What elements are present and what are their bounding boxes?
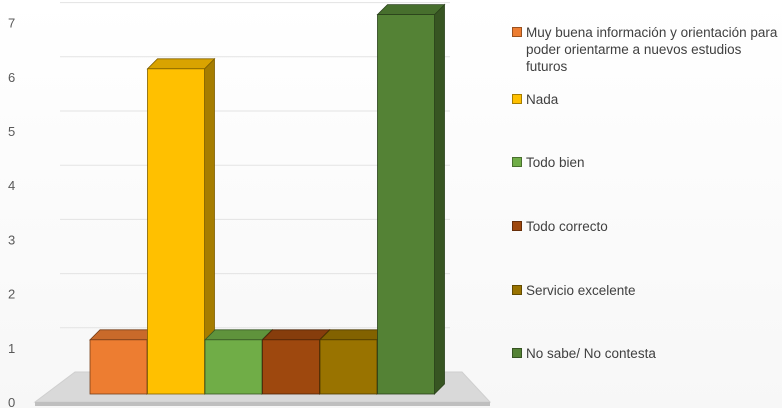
legend-item-todo-bien: Todo bien: [512, 154, 780, 171]
bar-top: [319, 329, 388, 341]
legend-item-nada: Nada: [512, 91, 780, 108]
bar: [89, 328, 158, 395]
legend-item-no-sabe: No sabe/ No contesta: [512, 345, 780, 362]
legend-swatch-servicio-excelente: [512, 285, 522, 295]
legend-swatch-nada: [512, 94, 522, 104]
legend-label-muy-buena: Muy buena información y orientación para…: [526, 25, 778, 74]
bar-top: [204, 329, 273, 341]
bar-top: [261, 329, 331, 341]
y-tick-label: 3: [8, 232, 15, 247]
legend-swatch-todo-correcto: [512, 221, 522, 231]
legend-swatch-todo-bien: [512, 157, 522, 167]
bar-front: [89, 339, 148, 395]
chart-floor-edge: [35, 402, 490, 406]
legend-item-muy-buena: Muy buena información y orientación para…: [512, 24, 780, 75]
legend-item-todo-correcto: Todo correcto: [512, 218, 780, 235]
bar: [204, 328, 273, 395]
y-tick-label: 1: [8, 341, 15, 356]
y-tick-label: 5: [8, 124, 15, 139]
bar: [376, 3, 446, 395]
legend-swatch-no-sabe: [512, 348, 522, 358]
bar: [146, 57, 216, 395]
legend-label-todo-correcto: Todo correcto: [526, 219, 608, 234]
y-tick-label: 0: [8, 395, 15, 408]
legend-swatch-muy-buena: [512, 27, 522, 37]
bar-top: [376, 4, 446, 16]
bar-front: [377, 14, 435, 395]
y-tick-label: 2: [8, 287, 15, 302]
legend-label-todo-bien: Todo bien: [526, 155, 585, 170]
bar-front: [204, 339, 263, 395]
legend-label-no-sabe: No sabe/ No contesta: [526, 346, 656, 361]
bar-front: [319, 339, 378, 395]
bar: [319, 328, 388, 395]
bar-top: [146, 58, 216, 70]
y-tick-label: 4: [8, 178, 15, 193]
y-tick-label: 7: [8, 16, 15, 31]
legend-label-servicio-excelente: Servicio excelente: [526, 283, 636, 298]
y-tick-label: 6: [8, 70, 15, 85]
bar-side: [434, 3, 445, 395]
plot-area: 0 1 2 3 4 5 6 7: [8, 2, 492, 408]
bar: [261, 328, 331, 395]
bar-top: [89, 329, 158, 341]
legend-item-servicio-excelente: Servicio excelente: [512, 282, 780, 299]
bar-front: [147, 68, 205, 395]
legend-label-nada: Nada: [526, 92, 559, 107]
bar-front: [262, 339, 320, 395]
